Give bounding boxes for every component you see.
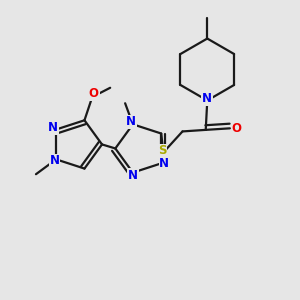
Text: O: O [232, 122, 242, 135]
Text: N: N [48, 122, 58, 134]
Text: N: N [202, 92, 212, 105]
Text: N: N [128, 169, 138, 182]
Text: S: S [158, 144, 166, 158]
Text: N: N [126, 115, 136, 128]
Text: O: O [89, 88, 99, 100]
Text: N: N [50, 154, 59, 167]
Text: N: N [159, 157, 169, 170]
